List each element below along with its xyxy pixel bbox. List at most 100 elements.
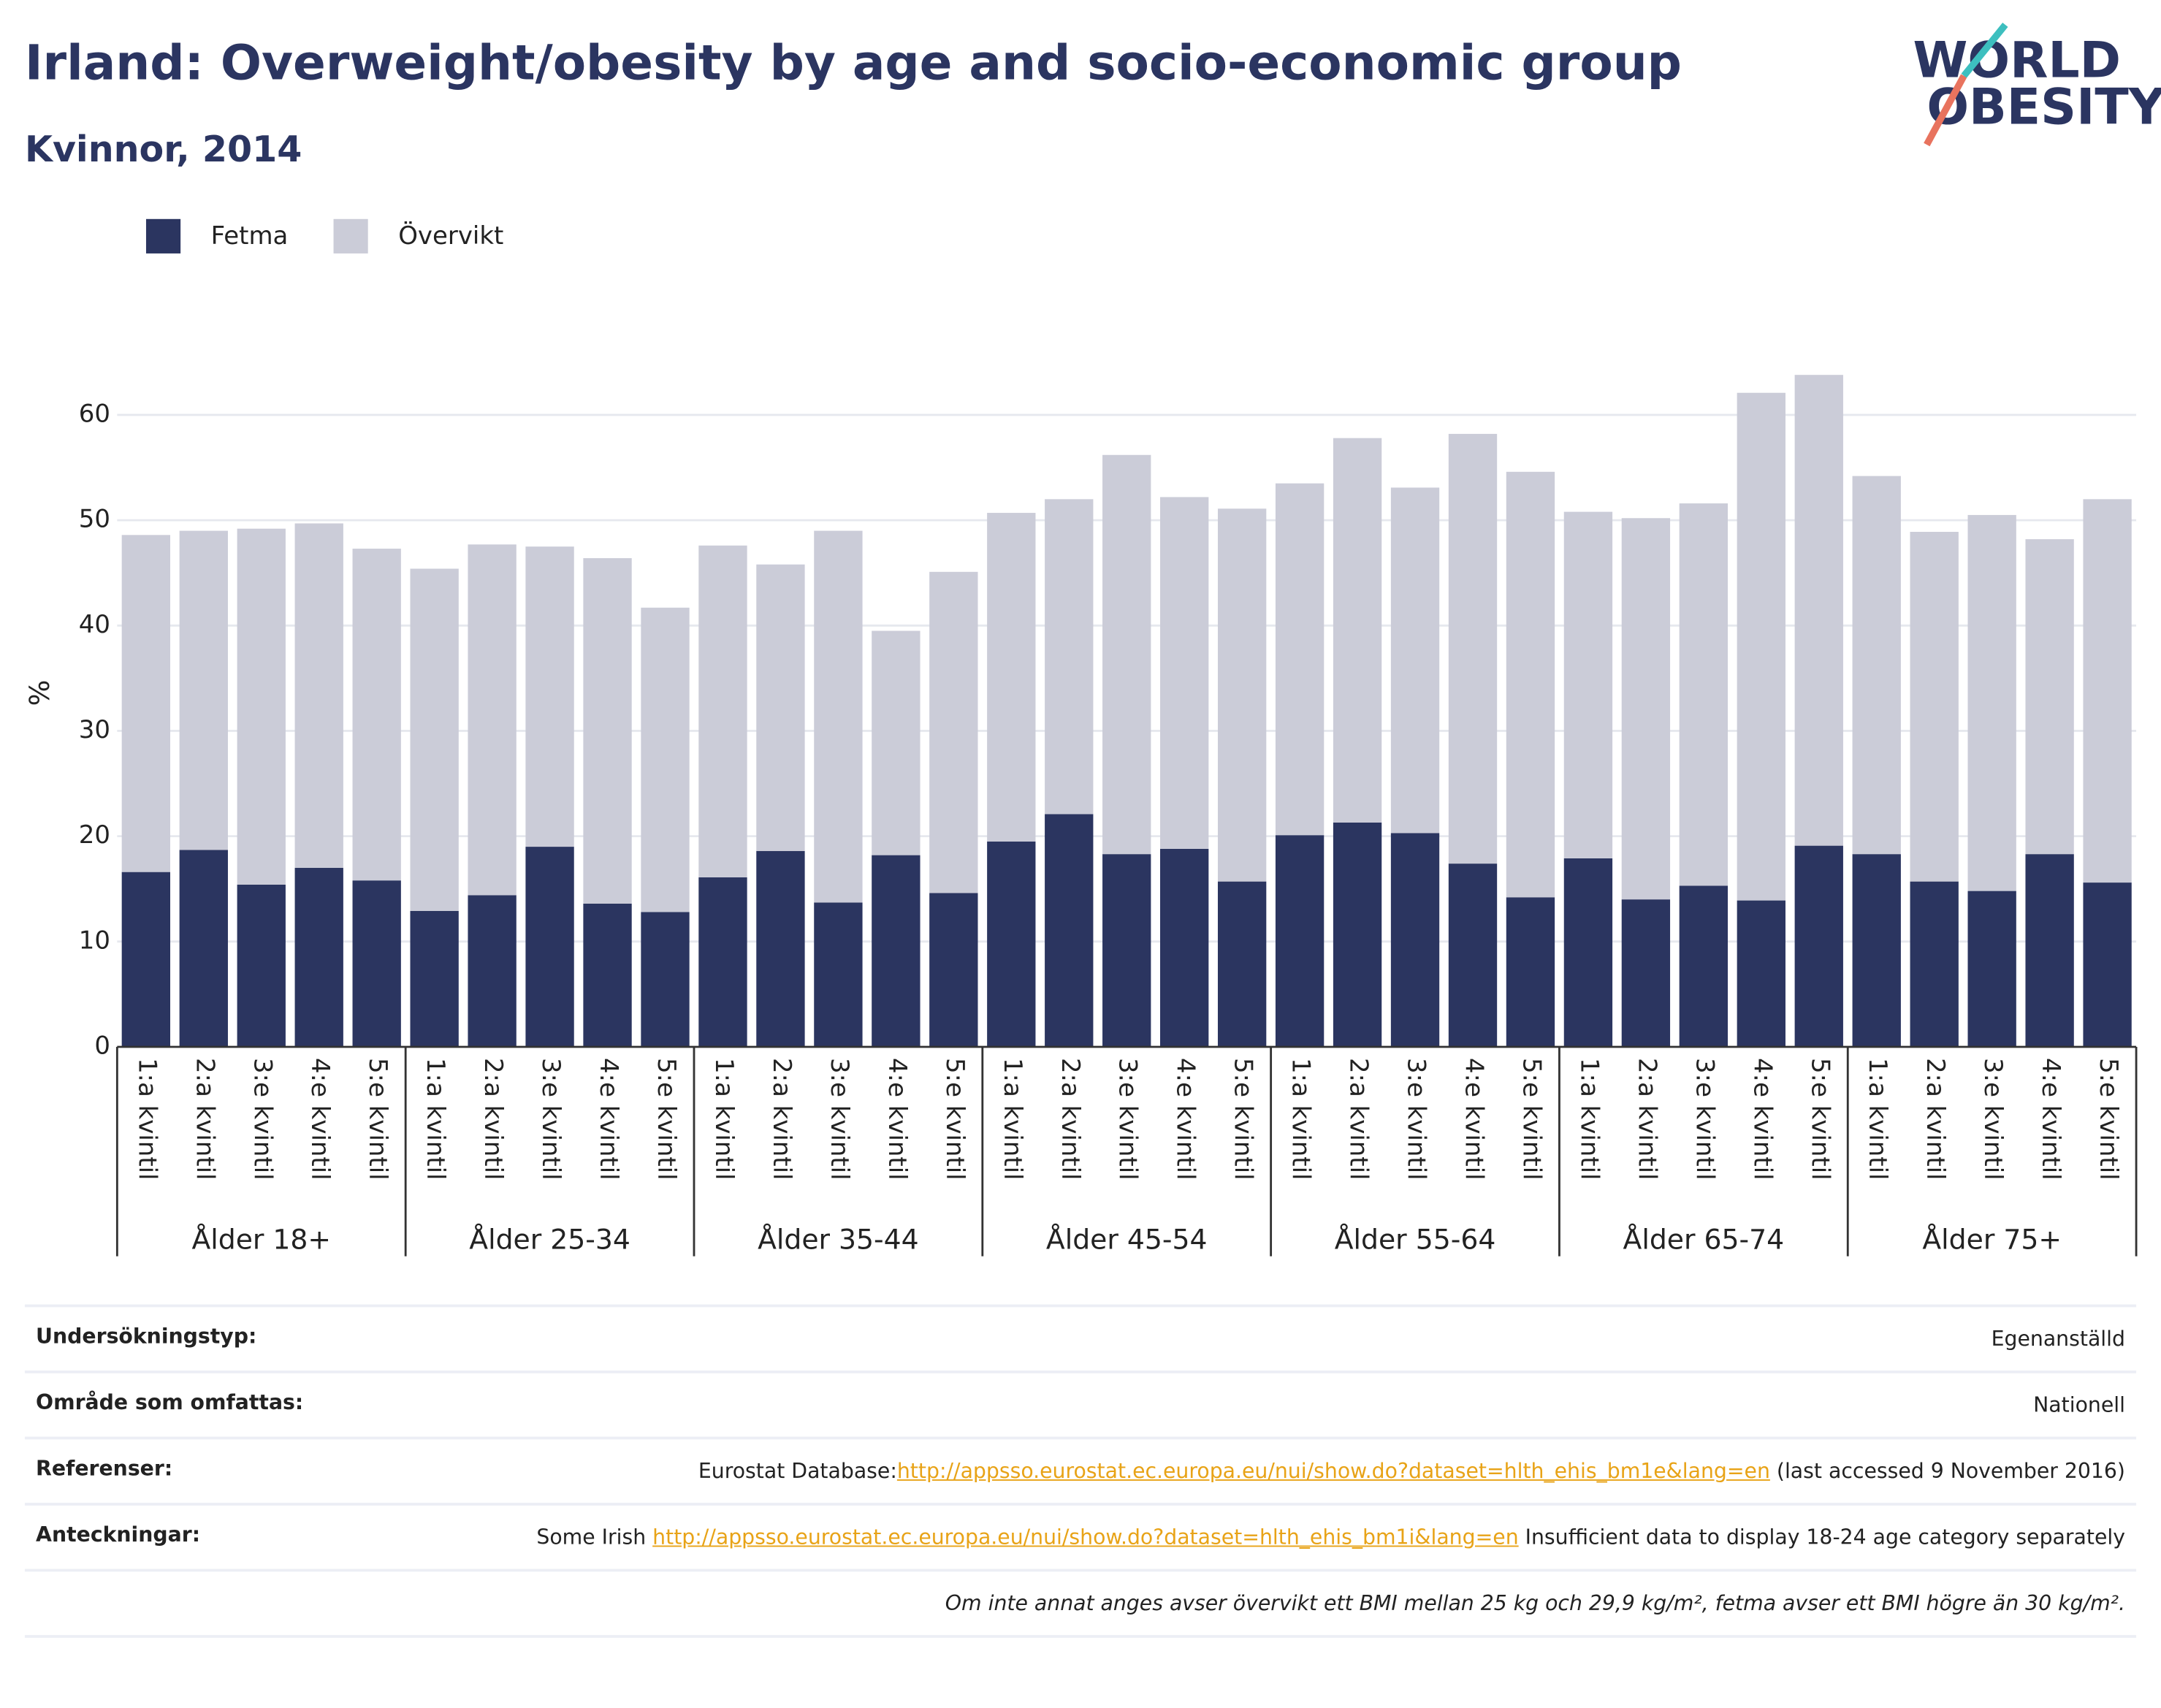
y-tick-label: 40 (79, 610, 110, 639)
x-tick-label: 1:a kvintil (1863, 1058, 1892, 1180)
x-tick-label: 1:a kvintil (709, 1058, 739, 1180)
bar-segment (468, 895, 517, 1047)
bar-segment (756, 850, 805, 1047)
y-tick-label: 50 (79, 505, 110, 534)
x-tick-label: 2:a kvintil (190, 1058, 219, 1180)
metadata-table: Undersökningstyp: Egenanställd Område som … (24, 1304, 2137, 1638)
table-row: Område som omfattas: Nationell (24, 1370, 2137, 1437)
bar-segment (468, 544, 517, 896)
bar-segment (1506, 471, 1555, 898)
table-row: Referenser: Eurostat Database:http://apps… (24, 1436, 2137, 1503)
bar-segment (1045, 814, 1094, 1047)
bar-segment (525, 546, 574, 847)
logo-text: WORLD (1913, 31, 2121, 89)
bar-segment (1448, 433, 1498, 864)
bar-segment (237, 528, 286, 885)
reference-link[interactable]: http://appsso.eurostat.ec.europa.eu/nui/… (652, 1525, 1519, 1550)
legend-label: Övervikt (398, 221, 503, 251)
row-label: Undersökningstyp: (36, 1323, 257, 1349)
bar-segment (929, 571, 978, 893)
x-tick-label: 2:a kvintil (479, 1058, 508, 1180)
x-tick-label: 5:e kvintil (2094, 1058, 2123, 1181)
x-tick-label: 4:e kvintil (594, 1058, 623, 1181)
bar-segment (1333, 438, 1382, 823)
bar-segment (987, 841, 1036, 1047)
table-row: Anteckningar: Some Irish http://appsso.eu… (24, 1503, 2137, 1569)
bar-segment (410, 911, 459, 1047)
bar-segment (410, 568, 459, 912)
x-tick-label: 3:e kvintil (1113, 1058, 1143, 1181)
bar-segment (1102, 454, 1151, 855)
row-label: Anteckningar: (36, 1522, 201, 1547)
bar-segment (1737, 900, 1785, 1047)
x-tick-label: 5:e kvintil (363, 1058, 392, 1181)
x-tick-label: 1:a kvintil (998, 1058, 1027, 1180)
y-tick-label: 10 (79, 926, 110, 955)
bar-segment (294, 867, 343, 1047)
row-label: Område som omfattas: (36, 1389, 304, 1415)
bar-segment (1275, 483, 1325, 836)
y-tick-label: 30 (79, 715, 110, 744)
group-label: Ålder 45-54 (1046, 1223, 1208, 1255)
table-row: Undersökningstyp: Egenanställd (24, 1304, 2137, 1371)
group-label: Ålder 35-44 (758, 1223, 919, 1255)
bar-segment (1967, 514, 2016, 891)
x-tick-label: 3:e kvintil (536, 1058, 565, 1181)
bar-segment (1275, 835, 1325, 1047)
bar-segment (814, 902, 863, 1047)
bar-segment (1506, 897, 1555, 1047)
x-tick-label: 2:a kvintil (1344, 1058, 1373, 1180)
bar-segment (641, 607, 690, 912)
bar-segment (1160, 848, 1209, 1047)
x-tick-label: 5:e kvintil (1229, 1058, 1258, 1181)
group-label: Ålder 65-74 (1623, 1223, 1785, 1255)
bar-segment (352, 549, 401, 881)
bar-segment (641, 912, 690, 1047)
y-axis-label: % (23, 679, 56, 706)
bar-segment (2083, 882, 2132, 1047)
bar-segment (2025, 539, 2074, 855)
bar-segment (698, 877, 747, 1047)
bar-segment (1679, 503, 1729, 886)
bar-segment (1621, 518, 1671, 900)
x-tick-label: 2:a kvintil (1632, 1058, 1661, 1180)
x-tick-label: 1:a kvintil (1574, 1058, 1604, 1180)
bar-segment (1852, 476, 1901, 855)
x-tick-label: 4:e kvintil (1459, 1058, 1488, 1181)
value-text: Egenanställd (1991, 1326, 2125, 1351)
footnote: Om inte annat anges avser övervikt ett B… (24, 1568, 2137, 1638)
x-tick-label: 3:e kvintil (1690, 1058, 1719, 1181)
x-tick-label: 1:a kvintil (421, 1058, 450, 1180)
reference-link[interactable]: http://appsso.eurostat.ec.europa.eu/nui/… (896, 1458, 1770, 1484)
x-tick-label: 2:a kvintil (1056, 1058, 1085, 1180)
logo-slash (1924, 74, 1967, 147)
x-tick-label: 5:e kvintil (1517, 1058, 1546, 1181)
bar-segment (179, 850, 228, 1047)
row-value: Eurostat Database:http://appsso.eurostat… (698, 1456, 2125, 1486)
legend-swatch (333, 218, 368, 253)
bar-segment (1217, 508, 1267, 882)
bar-segment (1448, 863, 1498, 1047)
x-tick-label: 5:e kvintil (940, 1058, 969, 1181)
group-label: Ålder 25-34 (469, 1223, 630, 1255)
y-tick-label: 0 (94, 1031, 110, 1060)
x-tick-label: 2:a kvintil (767, 1058, 796, 1180)
bar-segment (1045, 499, 1094, 815)
x-tick-label: 4:e kvintil (883, 1058, 912, 1181)
bar-segment (1794, 845, 1843, 1047)
bar-segment (237, 884, 286, 1047)
bar-segment (2025, 854, 2074, 1047)
value-text: Eurostat Database: (698, 1458, 897, 1484)
bar-segment (179, 530, 228, 850)
logo-text: OBESITY (1926, 78, 2161, 136)
bar-segment (1217, 881, 1267, 1047)
y-tick-label: 60 (79, 399, 110, 428)
bar-segment (1563, 858, 1613, 1047)
x-tick-label: 5:e kvintil (1805, 1058, 1834, 1181)
bar-segment (1333, 822, 1382, 1047)
bar-segment (698, 545, 747, 877)
chart-title: Irland: Overweight/obesity by age and so… (25, 35, 1682, 91)
bar-segment (121, 872, 170, 1047)
bar-segment (583, 903, 632, 1047)
